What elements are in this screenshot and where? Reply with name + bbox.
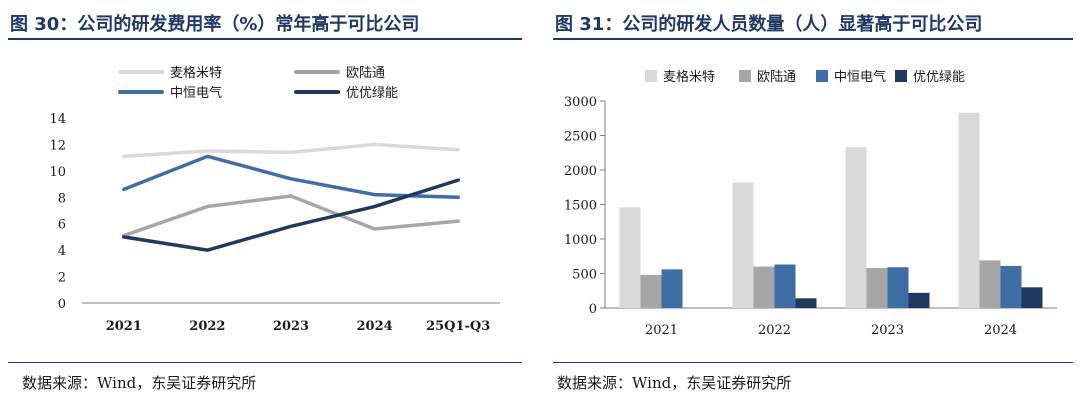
bar (753, 266, 775, 308)
legend-label: 麦格米特 (170, 65, 222, 81)
y-tick-label: 500 (572, 268, 597, 283)
bar (979, 260, 1001, 308)
right-figure-title: 图 31：公司的研发人员数量（人）显著高于可比公司 (555, 14, 983, 35)
x-tick-label: 2024 (984, 323, 1017, 338)
legend-label: 欧陆通 (757, 69, 796, 85)
series-line (122, 178, 460, 252)
left-title-rule (8, 38, 522, 40)
x-tick-label: 2021 (106, 319, 142, 334)
y-tick-label: 1500 (564, 199, 597, 214)
bar (732, 182, 754, 308)
x-tick-label: 2024 (357, 319, 393, 334)
right-figure-panel: 图 31：公司的研发人员数量（人）显著高于可比公司 0 500 1000 1500 20… (545, 0, 1080, 406)
bar (661, 269, 683, 308)
y-tick-label: 2 (58, 271, 66, 286)
series-line (122, 142, 460, 159)
y-tick-label: 6 (58, 218, 66, 233)
legend-label: 欧陆通 (346, 65, 385, 81)
y-tick-label: 4 (58, 244, 66, 259)
legend-swatch (645, 70, 657, 82)
x-tick-label: 25Q1-Q3 (426, 319, 490, 334)
bar (1000, 265, 1022, 308)
x-tick-label: 2023 (273, 319, 309, 334)
bar (887, 267, 909, 308)
series-line (122, 194, 460, 238)
y-tick-label: 0 (58, 297, 66, 312)
legend-label: 优优绿能 (913, 70, 965, 85)
y-tick-label: 10 (49, 165, 66, 180)
right-bar-chart: 0 500 1000 1500 2000 2500 3000 2021 2022 2023 2024… (564, 69, 1057, 338)
legend-swatch (739, 70, 751, 82)
y-tick-label: 8 (58, 191, 66, 206)
left-line-chart: 0 2 4 6 8 10 12 14 2021 2022 2023 2024 25Q1-Q3 麦格米特 欧陆… (49, 65, 500, 334)
bar (774, 264, 796, 308)
y-tick-label: 12 (49, 138, 66, 153)
left-source-rule (8, 362, 522, 363)
bar (958, 112, 980, 308)
left-source-note: 数据来源：Wind，东吴证券研究所 (22, 374, 257, 392)
bar (845, 147, 867, 308)
x-tick-label: 2022 (758, 323, 791, 338)
y-tick-label: 0 (589, 302, 597, 317)
right-title-rule (553, 38, 1073, 40)
y-tick-label: 2500 (564, 130, 597, 145)
legend-label: 麦格米特 (663, 69, 715, 85)
y-tick-label: 1000 (564, 233, 597, 248)
legend-label: 中恒电气 (834, 69, 886, 85)
right-source-rule (553, 362, 1073, 363)
y-tick-label: 14 (49, 112, 66, 127)
legend-swatch (895, 70, 907, 82)
bar (1021, 287, 1043, 308)
legend-label: 中恒电气 (170, 85, 222, 101)
x-tick-label: 2022 (189, 319, 225, 334)
y-tick-label: 3000 (564, 95, 597, 110)
legend-label: 优优绿能 (346, 86, 398, 101)
left-figure-panel: 图 30：公司的研发费用率（%）常年高于可比公司 0 2 4 6 8 10 12 14 2021… (0, 0, 530, 406)
bar (640, 274, 662, 308)
y-tick-label: 2000 (564, 164, 597, 179)
legend-swatch (816, 70, 828, 82)
bar (619, 207, 641, 308)
x-tick-label: 2023 (871, 323, 904, 338)
left-figure-title: 图 30：公司的研发费用率（%）常年高于可比公司 (10, 14, 420, 35)
right-source-note: 数据来源：Wind，东吴证券研究所 (557, 374, 792, 392)
series-line (122, 154, 460, 200)
x-tick-label: 2021 (645, 323, 678, 338)
bar (795, 298, 817, 308)
bar (866, 267, 888, 308)
bar (908, 292, 930, 308)
